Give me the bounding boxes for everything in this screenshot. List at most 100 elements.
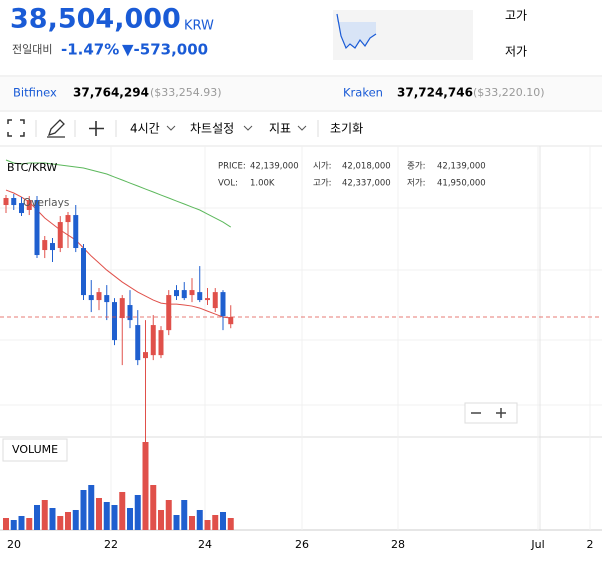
info-value: 42,139,000 [250, 162, 299, 172]
change-pct: -1.47% [61, 41, 119, 59]
interval-button[interactable]: 4시간 [130, 122, 160, 136]
volume-bar [49, 508, 56, 530]
exchange-name: Bitfinex [13, 86, 57, 100]
draw-button[interactable] [47, 119, 65, 138]
volume-bar [158, 509, 164, 530]
pair: BTC/KRW [7, 161, 57, 174]
volume-bar [88, 485, 95, 530]
volume-bar [80, 490, 87, 530]
info-value: 42,337,000 [342, 179, 391, 189]
volume-bar [127, 508, 133, 530]
candle-body [166, 295, 172, 331]
volume-bar [41, 500, 48, 530]
volume-bar [119, 491, 126, 530]
dropdown-icon [166, 125, 176, 131]
volume-bar [18, 515, 25, 530]
volume-bar [181, 500, 188, 530]
candle-body [197, 292, 203, 301]
x-tick-label: 22 [104, 538, 118, 551]
info-value: 1.00K [250, 179, 275, 189]
candle-body [50, 243, 55, 251]
sparkline [336, 13, 377, 50]
candle-body [42, 240, 48, 251]
candle-body [127, 305, 133, 321]
volume-bar [103, 502, 110, 530]
candle-body [19, 203, 24, 214]
volume-bar [34, 505, 40, 530]
volume-bar [173, 515, 180, 530]
plot [0, 146, 602, 530]
candle-body [150, 325, 156, 356]
x-tick-label: 26 [295, 538, 309, 551]
crosshair-button[interactable] [89, 121, 104, 136]
candle-body [104, 295, 110, 303]
volume-bar [196, 509, 203, 530]
candle-body [3, 198, 9, 206]
x-tick-label: 2 [587, 538, 594, 551]
info-value: 42,018,000 [342, 162, 391, 172]
volume-bar [96, 497, 102, 530]
candle-body [181, 290, 187, 299]
candle-body [189, 290, 195, 296]
info-label: 시가: [313, 162, 332, 172]
volume-bar [134, 494, 141, 530]
candle-body [112, 302, 117, 341]
change-abs: ▼-573,000 [122, 41, 208, 59]
moving-average [5, 189, 231, 319]
dropdown-icon [243, 125, 253, 131]
high-label: 고가 [505, 9, 527, 23]
candle-body [88, 295, 94, 301]
candle-body [119, 298, 125, 319]
indicators-button[interactable]: 지표 [269, 122, 291, 136]
exchange-krw: 37,724,746 [397, 86, 473, 100]
info-label: PRICE: [218, 162, 246, 172]
low-label: 저가 [505, 45, 527, 59]
overlays: Overlays [23, 197, 69, 209]
sparkline-area [337, 14, 376, 48]
zoom-in-button[interactable] [496, 408, 506, 418]
info-label: 종가: [407, 162, 426, 172]
grid [0, 207, 602, 406]
exchange-name: Kraken [343, 86, 383, 100]
candle-body [135, 325, 141, 361]
exchange-bar [0, 77, 602, 110]
candle-body [57, 222, 63, 249]
volume-bar [3, 518, 9, 530]
volume-bar [65, 512, 71, 530]
candle-body [26, 200, 32, 210]
candle-body [220, 292, 226, 317]
exchange-usd: ($33,220.10) [473, 86, 545, 99]
settings-button[interactable]: 차트설정 [190, 122, 234, 136]
info-value: 41,950,000 [437, 179, 486, 189]
volume-bar [220, 512, 226, 530]
info-label: VOL: [218, 179, 238, 189]
volume-bar [204, 520, 211, 530]
candle-body [65, 215, 71, 223]
volume-bar [10, 520, 17, 530]
fullscreen-button[interactable] [7, 119, 25, 137]
x-tick-label: 28 [391, 538, 405, 551]
volume-bar [212, 515, 219, 530]
dropdown-icon [297, 125, 307, 131]
volume-tag [2, 438, 68, 462]
candle-body [212, 292, 218, 309]
volume-title: VOLUME [12, 443, 58, 456]
volume-bar [150, 485, 157, 530]
moving-average [5, 159, 232, 228]
change-label: 전일대비 [12, 42, 52, 56]
exchange-usd: ($33,254.93) [150, 86, 222, 99]
volume-bar [227, 518, 234, 530]
candle-body [228, 316, 234, 325]
volume-bar [26, 518, 33, 530]
candle-body [34, 200, 40, 256]
info-label: 고가: [313, 179, 332, 189]
candle-body [158, 330, 164, 356]
x-tick-label: 20 [7, 538, 21, 551]
volume-bar [165, 500, 172, 530]
volume-bar [72, 509, 79, 530]
info-value: 42,139,000 [437, 162, 486, 172]
reset-button[interactable]: 초기화 [330, 122, 363, 136]
candle-body [96, 292, 102, 301]
